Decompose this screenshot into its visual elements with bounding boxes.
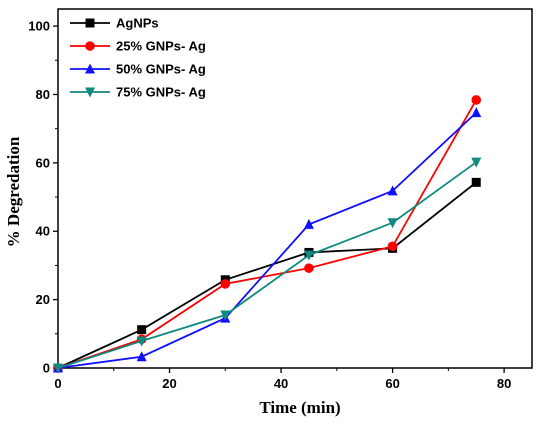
x-tick-label: 60 bbox=[385, 376, 399, 391]
series-4 bbox=[53, 157, 482, 374]
legend: AgNPs 25% GNPs- Ag 50% GNPs- Ag 75% GNPs- A… bbox=[70, 16, 206, 100]
x-tick-label: 0 bbox=[54, 376, 61, 391]
data-point bbox=[471, 177, 481, 187]
x-axis-title: Time (min) bbox=[259, 398, 340, 417]
legend-label: 50% GNPs- Ag bbox=[116, 62, 206, 77]
legend-marker bbox=[85, 18, 95, 28]
data-point bbox=[136, 336, 147, 347]
y-tick-label: 20 bbox=[36, 292, 50, 307]
data-point bbox=[387, 185, 398, 196]
legend-marker bbox=[85, 87, 95, 98]
x-axis: 0 20 40 60 80 bbox=[54, 368, 511, 391]
legend-item: 75% GNPs- Ag bbox=[70, 85, 206, 100]
y-tick-label: 80 bbox=[36, 87, 50, 102]
series-2 bbox=[53, 95, 482, 373]
y-tick-label: 0 bbox=[43, 361, 50, 376]
legend-item: 50% GNPs- Ag bbox=[70, 62, 206, 77]
series-3 bbox=[53, 107, 482, 373]
series-layer bbox=[53, 95, 482, 374]
x-tick-label: 40 bbox=[274, 376, 288, 391]
series-line bbox=[57, 99, 478, 369]
y-axis-title: % Degredation bbox=[4, 136, 23, 247]
data-point bbox=[471, 95, 482, 105]
plot-frame bbox=[57, 8, 533, 369]
data-point bbox=[387, 218, 398, 229]
y-tick-label: 60 bbox=[36, 155, 50, 170]
series-line bbox=[57, 111, 477, 369]
data-point bbox=[471, 107, 482, 118]
x-tick-label: 80 bbox=[497, 376, 511, 391]
data-point bbox=[220, 310, 231, 321]
legend-label: 25% GNPs- Ag bbox=[116, 39, 206, 54]
data-point bbox=[53, 363, 63, 374]
series-line bbox=[57, 161, 477, 369]
data-point bbox=[137, 325, 147, 335]
y-tick-label: 40 bbox=[36, 224, 50, 239]
data-point bbox=[136, 351, 147, 362]
data-point bbox=[303, 250, 314, 261]
data-point bbox=[220, 279, 231, 289]
series-line bbox=[57, 181, 477, 369]
legend-label: 75% GNPs- Ag bbox=[116, 85, 206, 100]
data-point bbox=[471, 157, 482, 168]
data-point bbox=[387, 241, 398, 252]
y-axis: 0 20 40 60 80 100 bbox=[28, 19, 58, 376]
data-point bbox=[303, 218, 314, 229]
x-tick-label: 20 bbox=[162, 376, 176, 391]
legend-label: AgNPs bbox=[116, 16, 159, 31]
y-tick-label: 100 bbox=[28, 19, 50, 34]
legend-item: AgNPs bbox=[70, 16, 159, 31]
legend-marker bbox=[85, 63, 95, 74]
legend-marker bbox=[85, 41, 95, 51]
legend-item: 25% GNPs- Ag bbox=[70, 39, 206, 54]
data-point bbox=[304, 263, 314, 273]
